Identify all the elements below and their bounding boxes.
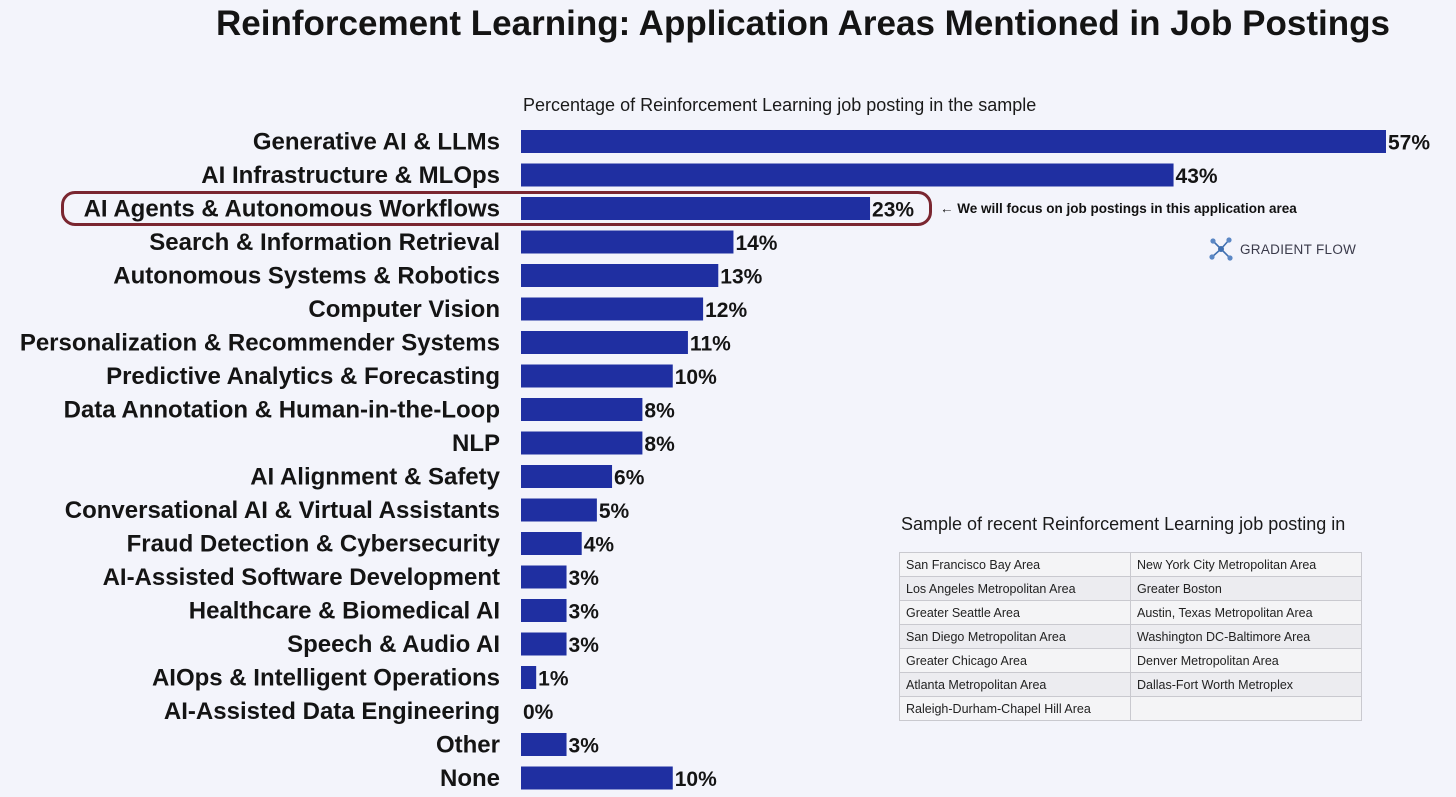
location-cell: Raleigh-Durham-Chapel Hill Area [899, 696, 1131, 721]
category-label: AI Infrastructure & MLOps [201, 162, 500, 189]
value-label: 8% [644, 400, 675, 423]
category-label: AI-Assisted Software Development [103, 564, 500, 591]
bar [521, 599, 567, 622]
category-label: Predictive Analytics & Forecasting [106, 363, 500, 390]
bar [521, 331, 688, 354]
focus-annotation: ← We will focus on job postings in this … [940, 201, 1297, 216]
value-label: 1% [538, 668, 569, 691]
category-label: Data Annotation & Human-in-the-Loop [64, 397, 500, 424]
category-label: Generative AI & LLMs [253, 129, 500, 156]
category-label: Other [436, 732, 500, 759]
location-cell: Greater Chicago Area [899, 648, 1131, 673]
value-label: 23% [872, 199, 914, 222]
category-label: AI Agents & Autonomous Workflows [84, 196, 500, 223]
value-label: 14% [735, 232, 777, 255]
value-label: 12% [705, 299, 747, 322]
category-label: None [440, 765, 500, 792]
value-label: 57% [1388, 132, 1430, 155]
table-row: Raleigh-Durham-Chapel Hill Area [899, 696, 1362, 721]
category-label: AIOps & Intelligent Operations [152, 665, 500, 692]
category-label: Healthcare & Biomedical AI [189, 598, 500, 625]
location-cell: Greater Seattle Area [899, 600, 1131, 625]
value-label: 5% [599, 500, 630, 523]
category-label: Speech & Audio AI [287, 631, 500, 658]
table-row: Greater Chicago Area Denver Metropolitan … [899, 648, 1362, 673]
bar [521, 498, 597, 522]
gradient-flow-logo: GRADIENT FLOW [1208, 236, 1356, 262]
table-row: Atlanta Metropolitan Area Dallas-Fort Wor… [899, 672, 1362, 697]
value-label: 3% [569, 567, 600, 590]
bar [521, 465, 613, 488]
location-cell: Atlanta Metropolitan Area [899, 672, 1131, 697]
location-cell: Greater Boston [1130, 576, 1362, 601]
location-cell: San Francisco Bay Area [899, 552, 1131, 577]
location-cell: Los Angeles Metropolitan Area [899, 576, 1131, 601]
bar [521, 163, 1174, 187]
bar [521, 130, 1386, 153]
bar [521, 766, 673, 790]
value-label: 10% [675, 768, 717, 791]
location-cell: San Diego Metropolitan Area [899, 624, 1131, 649]
category-label: Personalization & Recommender Systems [20, 330, 500, 357]
table-row: Greater Seattle Area Austin, Texas Metrop… [899, 600, 1362, 625]
bar [521, 398, 643, 421]
bar [521, 733, 567, 756]
category-label: AI-Assisted Data Engineering [164, 698, 500, 725]
value-label: 8% [644, 433, 675, 456]
location-cell: Denver Metropolitan Area [1130, 648, 1362, 673]
category-label: Search & Information Retrieval [149, 229, 500, 256]
bar [521, 230, 734, 254]
network-nodes-icon [1209, 237, 1233, 261]
value-label: 0% [523, 701, 554, 724]
location-cell: Austin, Texas Metropolitan Area [1130, 600, 1362, 625]
table-row: San Francisco Bay Area New York City Metr… [899, 552, 1362, 577]
bar [521, 297, 704, 321]
sample-caption: Sample of recent Reinforcement Learning … [901, 514, 1346, 534]
chart-title: Reinforcement Learning: Application Area… [216, 4, 1390, 43]
table-row: Los Angeles Metropolitan Area Greater Bos… [899, 576, 1362, 601]
bar [521, 197, 871, 220]
value-label: 6% [614, 467, 645, 490]
value-label: 43% [1176, 165, 1218, 188]
highlight-box [61, 191, 932, 226]
location-cell: Washington DC-Baltimore Area [1130, 624, 1362, 649]
bar [521, 431, 643, 455]
category-label: Computer Vision [308, 296, 500, 323]
location-cell [1130, 696, 1362, 721]
category-label: NLP [452, 430, 500, 457]
category-label: Fraud Detection & Cybersecurity [127, 531, 501, 558]
locations-table: San Francisco Bay Area New York City Metr… [899, 552, 1362, 721]
value-label: 3% [569, 601, 600, 624]
category-label: Autonomous Systems & Robotics [113, 263, 500, 290]
bar [521, 364, 673, 388]
value-label: 4% [584, 534, 615, 557]
bar [521, 666, 537, 689]
location-cell: Dallas-Fort Worth Metroplex [1130, 672, 1362, 697]
value-label: 3% [569, 634, 600, 657]
value-label: 11% [690, 333, 731, 356]
category-label: Conversational AI & Virtual Assistants [65, 497, 500, 524]
bar [521, 264, 719, 287]
logo-text: GRADIENT FLOW [1240, 241, 1357, 257]
bar [521, 532, 582, 555]
location-cell: New York City Metropolitan Area [1130, 552, 1362, 577]
value-label: 13% [720, 266, 762, 289]
value-label: 10% [675, 366, 717, 389]
value-label: 3% [569, 735, 600, 758]
bar [521, 565, 567, 589]
bar [521, 632, 567, 656]
table-row: San Diego Metropolitan Area Washington DC… [899, 624, 1362, 649]
chart-subtitle: Percentage of Reinforcement Learning job… [523, 95, 1037, 115]
category-label: AI Alignment & Safety [250, 464, 500, 491]
